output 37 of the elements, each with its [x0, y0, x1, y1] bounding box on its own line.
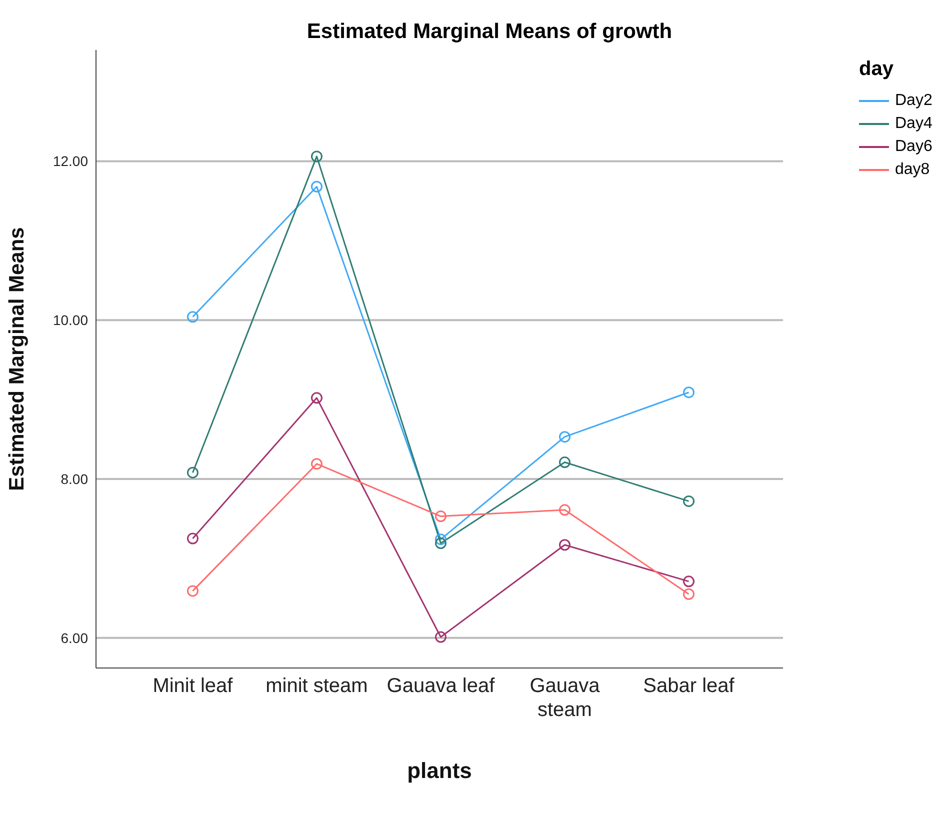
point [434, 631, 446, 643]
legend-label: Day4 [895, 114, 932, 132]
x-axis-title: plants [407, 758, 472, 783]
legend-label: Day2 [895, 92, 932, 110]
point [683, 495, 695, 507]
chart-title: Estimated Marginal Means of growth [306, 19, 674, 45]
point [310, 150, 322, 162]
point [434, 538, 446, 550]
y-tick-label: 12.00 [52, 153, 88, 170]
x-tick-label: Sabar leaf [643, 675, 735, 697]
point [558, 504, 570, 516]
legend-label: Day6 [895, 138, 932, 156]
x-tick-label: Gauava steam [530, 675, 601, 721]
point [558, 431, 570, 443]
y-tick-label: 10.00 [52, 312, 88, 328]
point [683, 386, 695, 398]
x-tick-label: Minit leaf [152, 675, 234, 697]
point [434, 534, 446, 546]
x-tick-label: minit steam [266, 675, 368, 697]
point [310, 180, 322, 192]
point [683, 588, 695, 600]
x-tick-label: Gauava leaf [386, 675, 496, 697]
y-tick-label: 6.00 [60, 630, 88, 646]
point [186, 311, 198, 323]
legend-label: day8 [895, 160, 930, 178]
point [186, 466, 198, 478]
point [558, 539, 570, 551]
point [310, 392, 322, 404]
point [683, 576, 695, 588]
y-tick-label: 8.00 [60, 470, 88, 487]
point [186, 532, 198, 544]
point [434, 510, 446, 522]
y-axis-title: Estimated Marginal Means [5, 227, 28, 491]
point [186, 585, 198, 597]
point [310, 458, 322, 470]
point [558, 456, 570, 468]
legend-title: day [859, 58, 894, 81]
